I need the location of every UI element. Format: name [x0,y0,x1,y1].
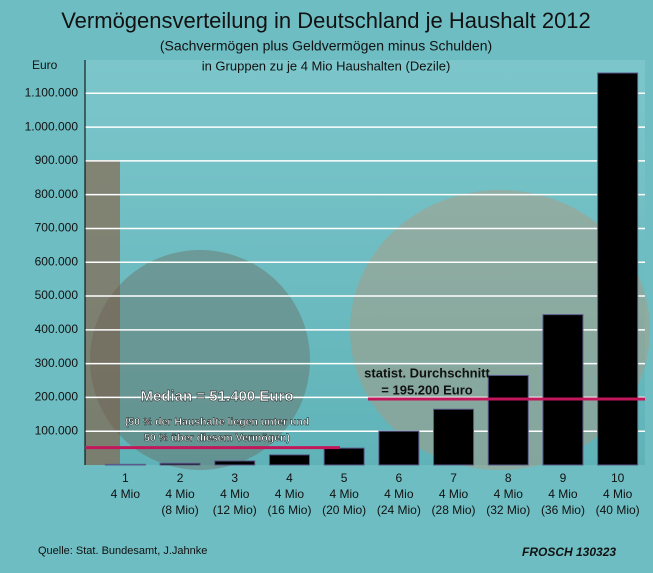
x-tick-sublabel: 4 Mio [548,487,578,501]
x-tick-sublabel: (12 Mio) [213,503,257,517]
y-tick-label: 800.000 [35,187,79,201]
x-tick-sublabel: 4 Mio [384,487,414,501]
y-tick-label: 900.000 [35,153,79,167]
bar [159,462,201,466]
y-axis-label: Euro [32,58,58,72]
photo-decor [90,250,310,470]
y-tick-label: 100.000 [35,423,79,437]
x-tick-sublabel: 4 Mio [220,487,250,501]
x-tick-label: 9 [560,471,567,485]
mean-label: = 195.200 Euro [381,382,472,397]
x-tick-sublabel: 4 Mio [275,487,305,501]
bar [433,408,475,466]
photo-decor [85,160,120,465]
chart-subtitle: in Gruppen zu je 4 Mio Haushalten (Dezil… [202,58,451,73]
x-tick-label: 6 [396,471,403,485]
y-tick-label: 700.000 [35,221,79,235]
bar [597,72,639,466]
x-tick-label: 7 [450,471,457,485]
y-tick-label: 200.000 [35,390,79,404]
y-tick-label: 1.000.000 [25,119,79,133]
x-tick-label: 5 [341,471,348,485]
y-tick-label: 500.000 [35,288,79,302]
x-tick-sublabel: 4 Mio [165,487,195,501]
y-tick-label: 600.000 [35,254,79,268]
x-tick-sublabel: (16 Mio) [267,503,311,517]
bar [323,447,365,466]
x-tick-sublabel: (32 Mio) [486,503,530,517]
x-tick-label: 1 [122,471,129,485]
signature: FROSCH 130323 [522,545,616,559]
x-tick-sublabel: (28 Mio) [432,503,476,517]
y-tick-label: 300.000 [35,356,79,370]
bar [268,454,310,466]
bar [542,314,584,466]
x-tick-sublabel: 4 Mio [603,487,633,501]
y-tick-label: 1.100.000 [25,85,79,99]
bar [378,430,420,466]
mean-label: statist. Durchschnitt [364,365,490,380]
x-tick-sublabel: (8 Mio) [161,503,198,517]
median-label: Median = 51.400 Euro [141,388,294,405]
x-tick-label: 3 [231,471,238,485]
bar [214,460,256,466]
source: Quelle: Stat. Bundesamt, J.Jahnke [38,545,207,557]
x-tick-sublabel: (24 Mio) [377,503,421,517]
x-tick-sublabel: (40 Mio) [596,503,640,517]
x-tick-label: 8 [505,471,512,485]
x-tick-label: 10 [611,471,625,485]
chart-title: Vermögensverteilung in Deutschland je Ha… [61,8,591,33]
x-tick-sublabel: 4 Mio [111,487,141,501]
x-tick-label: 2 [177,471,184,485]
chart-subtitle: (Sachvermögen plus Geldvermögen minus Sc… [160,38,492,54]
bar [487,374,529,466]
median-label: 50 % über diesem Vermögen) [144,432,290,444]
x-tick-sublabel: 4 Mio [494,487,524,501]
x-tick-label: 4 [286,471,293,485]
x-tick-sublabel: 4 Mio [329,487,359,501]
x-tick-sublabel: (36 Mio) [541,503,585,517]
x-tick-sublabel: 4 Mio [439,487,469,501]
x-tick-sublabel: (20 Mio) [322,503,366,517]
y-tick-label: 400.000 [35,322,79,336]
bar [104,463,146,466]
median-label: (50 % der Haushalte liegen unter und [125,416,309,428]
